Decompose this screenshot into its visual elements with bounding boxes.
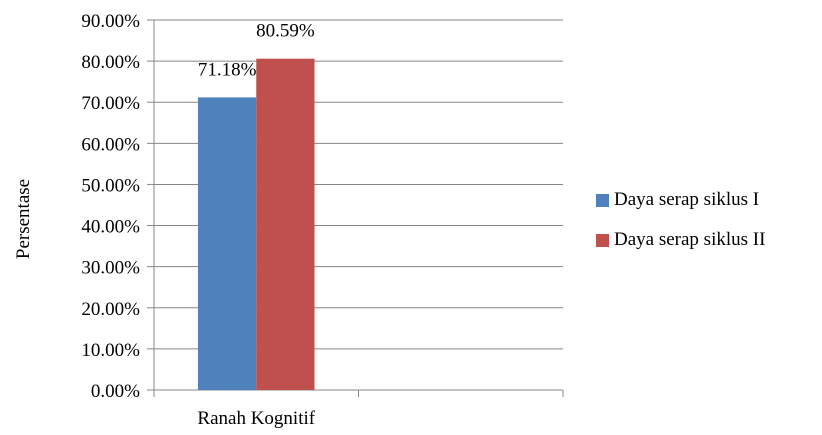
- bar-series-2: [256, 58, 315, 391]
- bars: [197, 58, 315, 391]
- y-tick-label: 40.00%: [81, 217, 140, 238]
- y-tick-label: 90.00%: [81, 11, 140, 32]
- y-tick-label: 50.00%: [81, 175, 140, 196]
- y-tick-label: 20.00%: [81, 299, 140, 320]
- y-axis-label: Persentase: [13, 179, 34, 259]
- legend-label-series-1: Daya serap siklus I: [614, 189, 760, 210]
- x-tick-label: Ranah Kognitif: [197, 408, 315, 429]
- data-label: 80.59%: [256, 21, 315, 42]
- legend-item-series-1: Daya serap siklus I: [596, 188, 816, 212]
- data-label: 71.18%: [198, 59, 257, 80]
- legend-label-series-2: Daya serap siklus II: [614, 229, 766, 250]
- data-labels: 71.18% 80.59%: [198, 21, 315, 81]
- legend-swatch-series-1: [596, 193, 609, 207]
- y-tick-label: 80.00%: [81, 52, 140, 73]
- bar-series-1: [197, 97, 257, 391]
- y-tick-label: 60.00%: [81, 134, 140, 155]
- legend-item-series-2: Daya serap siklus II: [596, 228, 816, 252]
- y-tick-label: 70.00%: [81, 93, 140, 114]
- x-ticks: Ranah Kognitif: [153, 390, 564, 429]
- y-tick-label: 10.00%: [81, 340, 140, 361]
- legend-swatch-series-2: [596, 233, 609, 247]
- y-tick-label: 0.00%: [91, 381, 140, 402]
- legend: Daya serap siklus I Daya serap siklus II: [596, 188, 816, 268]
- y-tick-labels: 0.00% 10.00% 20.00% 30.00% 40.00% 50.00% 60.00…: [81, 11, 154, 402]
- y-tick-label: 30.00%: [81, 258, 140, 279]
